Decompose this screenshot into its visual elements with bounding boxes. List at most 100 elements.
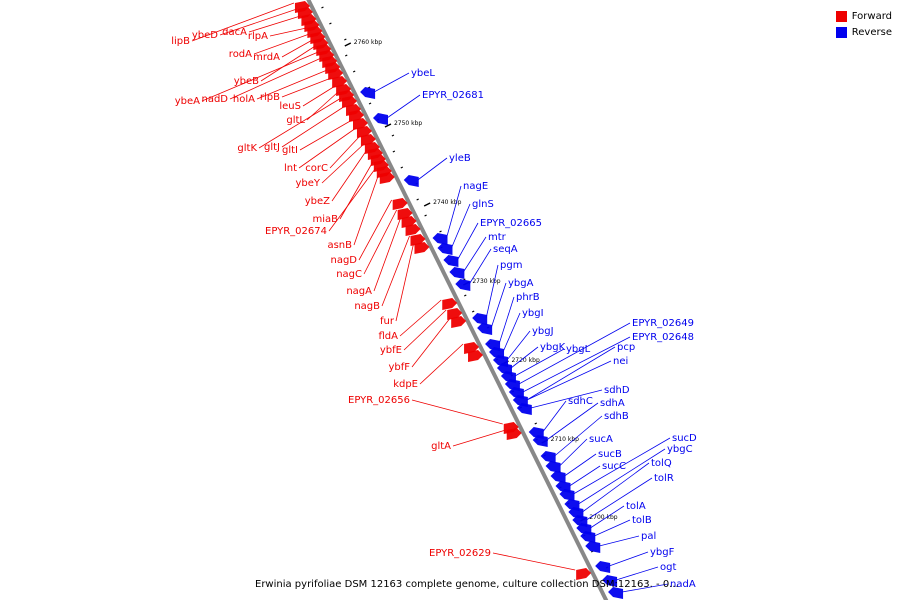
reverse-gene-label: sdhA <box>600 398 625 409</box>
reverse-gene-leader <box>490 282 507 329</box>
forward-gene-label: mrdA <box>253 52 280 63</box>
forward-gene-arrow <box>464 342 480 354</box>
forward-gene-leader <box>363 209 397 275</box>
reverse-gene-label: ybgI <box>522 308 544 319</box>
forward-gene-leader <box>411 317 451 368</box>
tick-label: 2720 kbp <box>511 357 539 364</box>
reverse-gene-leader <box>446 185 462 239</box>
legend-reverse-label: Reverse <box>851 26 892 38</box>
minor-tick <box>439 230 442 233</box>
tick-label: 2710 kbp <box>551 436 579 443</box>
reverse-gene-label: EPYR_02648 <box>632 332 694 343</box>
forward-gene-label: nadD <box>201 94 228 105</box>
reverse-gene-leader <box>615 566 659 581</box>
minor-tick <box>352 70 356 73</box>
forward-gene-arrow <box>401 216 417 228</box>
reverse-gene-arrow <box>432 233 448 245</box>
legend-reverse: Reverse <box>835 24 892 40</box>
reverse-gene-arrow <box>580 531 596 543</box>
minor-tick <box>368 102 372 105</box>
reverse-gene-arrow <box>360 87 376 99</box>
forward-gene-label: rlpB <box>260 92 280 103</box>
reverse-gene-leader <box>564 453 597 477</box>
forward-gene-arrow <box>379 172 395 184</box>
forward-gene-leader <box>281 105 346 148</box>
forward-gene-label: gltI <box>282 145 298 156</box>
tick-label: 2760 kbp <box>354 39 382 46</box>
reverse-gene-label: ybgC <box>667 444 693 455</box>
forward-gene-leader <box>201 51 319 102</box>
reverse-gene-leader <box>599 535 640 547</box>
forward-gene-leader <box>331 149 368 202</box>
reverse-gene-arrow <box>550 471 566 483</box>
forward-gene-leader <box>373 217 401 292</box>
reverse-gene-label: glnS <box>472 199 494 210</box>
forward-gene-arrow <box>576 568 592 580</box>
genome-backbone <box>306 0 609 600</box>
reverse-gene-arrow <box>372 113 388 125</box>
forward-gene-leader <box>258 97 342 149</box>
reverse-gene-arrow <box>403 175 419 187</box>
forward-gene-arrow <box>442 298 458 310</box>
forward-gene-leader <box>281 77 332 98</box>
forward-gene-label: lipB <box>171 36 190 47</box>
reverse-gene-arrow <box>559 489 575 501</box>
forward-gene-label: corC <box>305 163 328 174</box>
reverse-gene-label: tolR <box>654 473 674 484</box>
reverse-gene-label: phrB <box>516 292 540 303</box>
minor-tick <box>392 150 396 153</box>
forward-gene-arrow <box>332 76 348 88</box>
reverse-gene-arrow <box>595 561 611 573</box>
reverse-gene-leader <box>386 94 421 119</box>
forward-gene-leader <box>411 399 503 425</box>
tick-label: 2750 kbp <box>394 120 422 127</box>
minor-tick <box>424 214 427 217</box>
reverse-gene-label: ybgK <box>540 342 566 353</box>
reverse-gene-leader <box>417 157 448 181</box>
reverse-gene-label: seqA <box>493 244 518 255</box>
reverse-gene-leader <box>542 400 567 433</box>
reverse-gene-leader <box>586 477 653 521</box>
minor-tick <box>329 22 332 25</box>
reverse-gene-leader <box>514 348 565 377</box>
forward-gene-arrow <box>356 126 372 138</box>
reverse-gene-label: sdhC <box>568 396 593 407</box>
forward-gene-leader <box>328 167 377 232</box>
reverse-gene-leader <box>609 551 649 567</box>
forward-gene-arrow <box>506 428 522 440</box>
forward-gene-arrow <box>447 308 463 320</box>
reverse-gene-arrow <box>449 267 465 279</box>
reverse-gene-label: mtr <box>488 232 507 243</box>
forward-gene-arrow <box>397 208 413 220</box>
forward-gene-arrow <box>360 134 376 146</box>
reverse-gene-label: EPYR_02665 <box>480 218 542 229</box>
reverse-gene-arrow <box>437 243 453 255</box>
reverse-gene-leader <box>526 360 612 401</box>
forward-gene-arrow <box>328 68 344 80</box>
minor-tick <box>534 422 538 425</box>
forward-gene-label: holA <box>233 94 255 105</box>
forward-gene-label: kdpE <box>393 379 418 390</box>
forward-gene-label: ybeY <box>295 178 320 189</box>
forward-gene-label: ybeZ <box>305 196 330 207</box>
reverse-gene-leader <box>506 330 531 361</box>
reverse-gene-label: ybgF <box>650 547 675 558</box>
forward-gene-label: ybeA <box>175 96 200 107</box>
reverse-gene-label: ybeL <box>411 68 435 79</box>
forward-gene-leader <box>353 173 380 246</box>
forward-gene-arrow <box>349 110 365 122</box>
reverse-feature-layer: ybeLEPYR_02681yleBnagEglnSEPYR_02665mtrs… <box>360 68 697 599</box>
forward-gene-label: ybeB <box>234 76 259 87</box>
minor-tick <box>463 294 467 297</box>
reverse-gene-label: pal <box>641 531 656 542</box>
reverse-gene-label: nagE <box>463 181 488 192</box>
forward-gene-leader <box>298 127 357 169</box>
forward-gene-leader <box>358 199 393 261</box>
reverse-gene-label: sucB <box>598 449 622 460</box>
forward-gene-label: dacA <box>222 27 247 38</box>
reverse-gene-arrow <box>443 255 459 267</box>
forward-gene-leader <box>339 161 374 220</box>
forward-gene-arrow <box>342 96 358 108</box>
reverse-gene-leader <box>502 312 521 353</box>
